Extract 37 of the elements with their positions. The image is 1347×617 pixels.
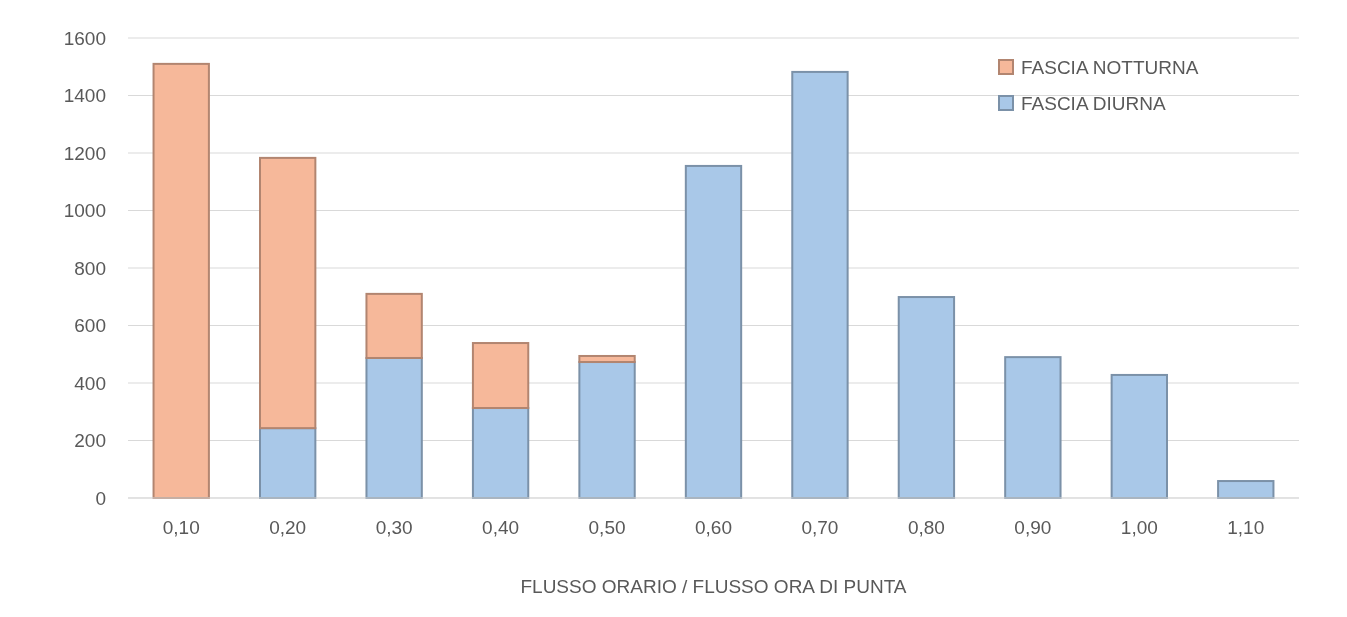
bar <box>1110 373 1168 499</box>
y-tick-label: 600 <box>74 315 106 337</box>
bar <box>365 292 423 359</box>
y-tick-label: 800 <box>74 257 106 279</box>
y-tick-label: 1000 <box>63 200 106 222</box>
bar <box>365 356 423 499</box>
bar <box>259 156 317 430</box>
x-tick-label: 0,60 <box>695 517 732 538</box>
bar <box>152 62 210 499</box>
x-tick-label: 0,10 <box>162 517 200 538</box>
x-tick-label: 0,40 <box>482 517 520 538</box>
x-tick-label: 0,30 <box>375 517 413 538</box>
bar <box>897 296 956 499</box>
y-tick-label: 400 <box>74 372 106 394</box>
bar <box>578 361 636 499</box>
bar <box>1004 356 1062 499</box>
bar <box>259 427 317 499</box>
x-tick-label: 0,80 <box>907 517 945 538</box>
x-tick-label: 0,20 <box>269 517 307 538</box>
y-tick-label: 1600 <box>63 27 106 49</box>
x-tick-label: 0,90 <box>1014 517 1052 538</box>
legend-label: FASCIA DIURNA <box>1021 92 1166 114</box>
y-tick-label: 1200 <box>63 142 106 164</box>
bar <box>684 164 743 499</box>
x-tick-label: 0,70 <box>801 517 839 538</box>
bar <box>578 354 636 364</box>
y-tick-label: 200 <box>74 430 106 452</box>
y-tick-label: 1400 <box>63 85 106 107</box>
bar <box>791 70 849 499</box>
bar <box>471 342 530 410</box>
x-tick-label: 1,10 <box>1227 517 1265 538</box>
bar <box>471 407 530 499</box>
x-tick-label: 0,50 <box>588 517 626 538</box>
x-tick-label: 1,00 <box>1120 517 1158 538</box>
legend-label: FASCIA NOTTURNA <box>1021 56 1199 78</box>
y-tick-label: 0 <box>95 487 106 509</box>
x-axis-title: FLUSSO ORARIO / FLUSSO ORA DI PUNTA <box>520 576 907 597</box>
